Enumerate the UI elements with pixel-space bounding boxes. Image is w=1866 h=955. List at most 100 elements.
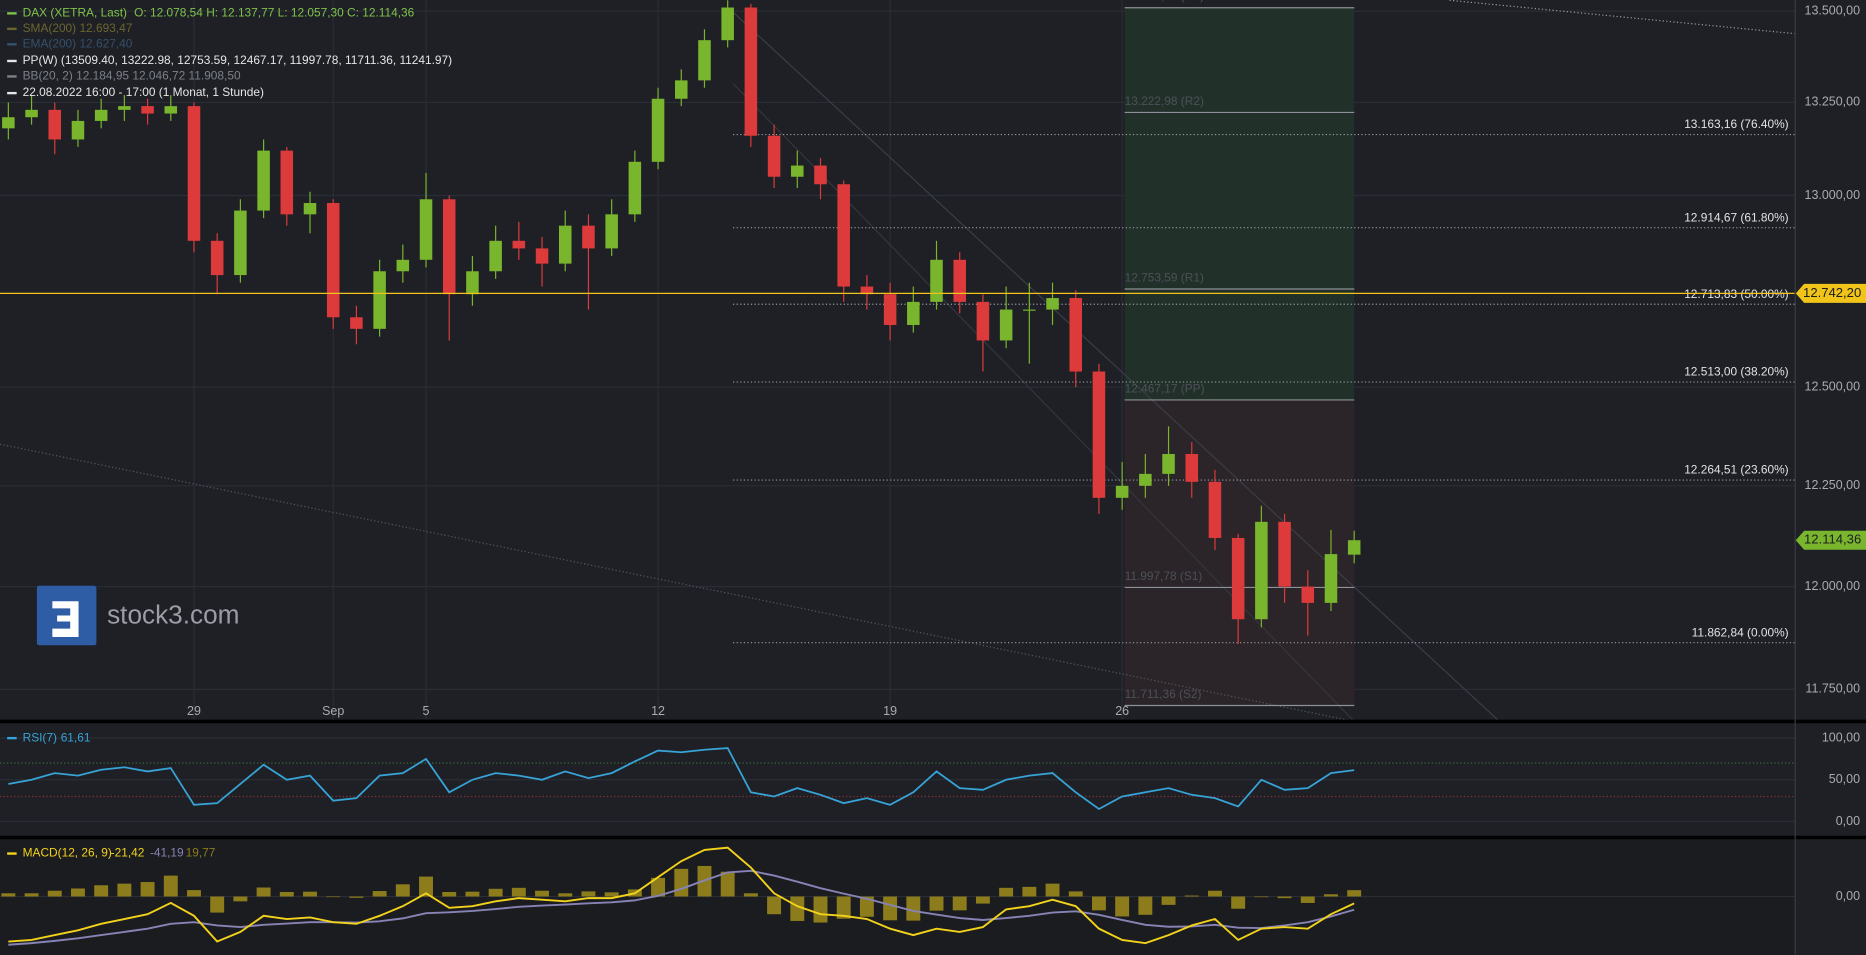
- candle-body: [512, 240, 526, 249]
- histogram-bar: [604, 892, 619, 897]
- histogram-bar: [511, 887, 526, 897]
- y-tick-label: 0,00: [1836, 889, 1860, 903]
- histogram-bar: [117, 883, 132, 897]
- signal-line: [8, 869, 1355, 946]
- legend-entry: SMA(200) 12.693,47: [23, 21, 133, 35]
- logo: stock3.com: [36, 585, 239, 646]
- histogram-bar: [1231, 896, 1246, 909]
- candle-body: [558, 225, 572, 264]
- signal-readout: -41,19: [150, 846, 184, 860]
- histogram-bar: [1254, 896, 1269, 898]
- histogram-bar: [859, 896, 874, 917]
- candle-body: [744, 7, 758, 136]
- rsi-title: RSI(7): [23, 730, 57, 744]
- histogram-bar: [1115, 896, 1130, 917]
- candle-body: [257, 150, 270, 211]
- histogram-bar: [674, 868, 689, 897]
- histogram-bar: [720, 871, 735, 897]
- candle-body: [118, 106, 131, 110]
- candle-body: [535, 248, 549, 264]
- legend-swatch: [7, 59, 17, 63]
- candle-body: [953, 259, 966, 302]
- y-tick-label: 0,00: [1836, 814, 1860, 828]
- candle-body: [210, 240, 224, 276]
- candle-body: [1347, 540, 1361, 555]
- candle-body: [1255, 521, 1268, 620]
- candle-body: [396, 259, 410, 272]
- legend-swatch: [7, 27, 17, 31]
- histogram-bar: [395, 884, 410, 897]
- plot-layer: 13.509,40 (R3) 13.222,98 (R2) 12.753,59 (R…: [0, 0, 1795, 946]
- histogram-bar: [535, 890, 550, 897]
- candle-body: [698, 40, 711, 81]
- candle-body: [675, 80, 688, 99]
- candle-body: [373, 271, 386, 329]
- histogram-bar: [71, 888, 85, 897]
- x-tick-label: 5: [423, 704, 430, 718]
- candle-body: [767, 135, 781, 177]
- legend-entry: BB(20, 2) 12.184,95 12.046,72 11.908,50: [23, 69, 241, 83]
- histogram-bar: [442, 892, 457, 897]
- x-tick-label: 29: [187, 704, 201, 718]
- pivot-label: 11.997,78 (S1): [1125, 569, 1203, 583]
- candle-body: [234, 210, 247, 276]
- macd-line: [8, 846, 1355, 945]
- candle-body: [1208, 481, 1222, 538]
- legend-swatch: [7, 12, 17, 15]
- histogram-bar: [1300, 896, 1315, 903]
- candle-body: [303, 203, 317, 215]
- histogram-bar: [326, 896, 341, 898]
- candle-body: [94, 109, 108, 121]
- histogram-bar: [210, 896, 225, 913]
- candle-body: [1301, 586, 1315, 603]
- logo-text: stock3.com: [107, 600, 239, 630]
- histogram-bar: [999, 887, 1014, 897]
- histogram-bar: [836, 896, 851, 919]
- candle-body: [837, 184, 850, 287]
- histogram-bar: [233, 896, 248, 902]
- x-tick-label: 26: [1115, 704, 1129, 718]
- histogram-bar: [1277, 896, 1292, 899]
- histogram-readout: 19,77: [186, 846, 216, 860]
- candle-body: [1069, 298, 1083, 372]
- ohlc-readout: O: 12.078,54 H: 12.137,77 L: 12.057,30 C…: [134, 6, 414, 20]
- legend-swatch: [7, 43, 17, 46]
- pivot-label: 11.711,36 (S2): [1125, 687, 1202, 701]
- y-tick-label: 13.500,00: [1805, 3, 1861, 17]
- histogram-bar: [813, 896, 828, 923]
- histogram-bar: [1184, 895, 1199, 897]
- legend-entry: 22.08.2022 16:00 - 17:00 (1 Monat, 1 Stu…: [23, 85, 264, 99]
- histogram-bar: [47, 890, 62, 897]
- candle-body: [25, 109, 38, 118]
- fib-label: 12.914,67 (61.80%): [1684, 210, 1788, 224]
- histogram-bar: [581, 891, 596, 897]
- histogram-bar: [419, 876, 433, 897]
- histogram-bar: [1208, 890, 1222, 897]
- candle-body: [976, 301, 990, 341]
- histogram-bar: [94, 885, 109, 897]
- histogram-bar: [929, 896, 944, 911]
- candle-body: [930, 259, 943, 302]
- candle-body: [651, 98, 665, 162]
- histogram-bar: [1347, 890, 1362, 897]
- histogram-bar: [349, 896, 364, 898]
- histogram-bar: [1045, 883, 1060, 897]
- candle-body: [187, 106, 201, 241]
- candle-body: [1324, 554, 1338, 603]
- legend-swatch: [7, 852, 17, 855]
- candle-body: [280, 150, 294, 215]
- candle-body: [326, 203, 340, 318]
- histogram-bar: [558, 893, 573, 897]
- histogram-bar: [279, 892, 294, 897]
- header: DAX (XETRA, Last) O: 12.078,54 H: 12.137…: [7, 6, 415, 860]
- histogram-bar: [906, 896, 921, 921]
- candle-body: [999, 309, 1013, 341]
- pivot-label: 12.467,17 (PP): [1125, 381, 1205, 395]
- candle-body: [721, 7, 734, 41]
- candle-body: [1278, 521, 1291, 587]
- x-tick-label: 19: [883, 704, 897, 718]
- histogram-bar: [743, 893, 758, 897]
- legend-entry: EMA(200) 12.627,40: [23, 36, 133, 50]
